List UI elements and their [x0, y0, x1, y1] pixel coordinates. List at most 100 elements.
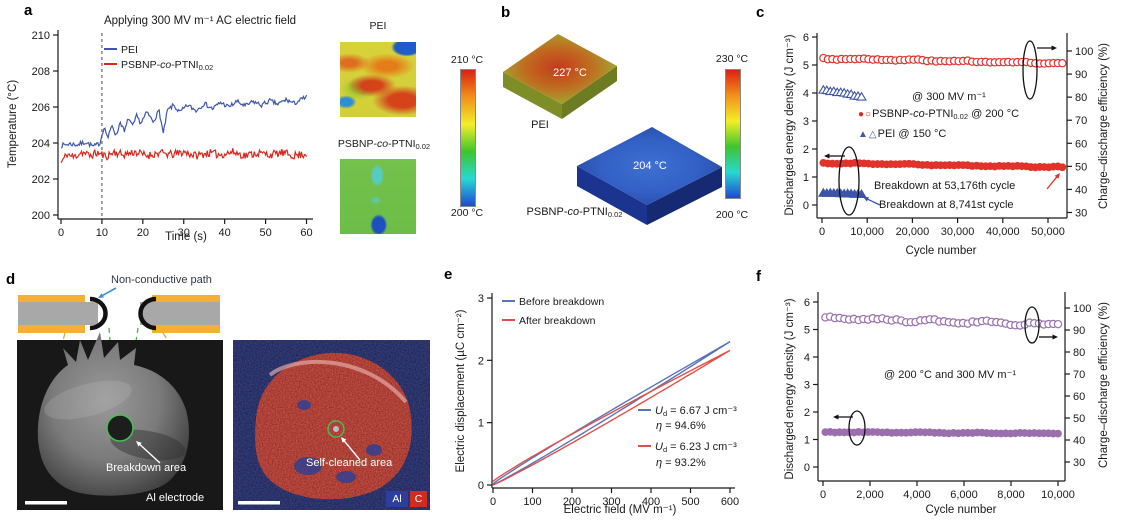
- panel-c-condition: @ 300 MV m⁻¹: [912, 91, 986, 103]
- al-electrode-label: Al electrode: [146, 492, 205, 504]
- svg-text:3: 3: [804, 380, 810, 392]
- panel-f-chart: 0 1 2 3 4 5 6 30 40 50 60 70 80 90 100 0 2,000 4,000 6,000…: [804, 292, 1091, 501]
- svg-text:1: 1: [478, 418, 484, 430]
- svg-text:20: 20: [137, 227, 149, 239]
- svg-text:6,000: 6,000: [950, 489, 978, 501]
- colorbar-a-bottom-label: 200 °C: [450, 207, 484, 219]
- svg-text:5: 5: [804, 325, 810, 337]
- legend-item-after: After breakdown: [502, 315, 604, 330]
- panel-letter-d: d: [6, 271, 16, 288]
- svg-text:2: 2: [804, 407, 810, 419]
- pei-slab-temp: 227 °C: [553, 67, 587, 79]
- svg-text:2,000: 2,000: [856, 489, 884, 501]
- svg-text:70: 70: [1073, 369, 1085, 381]
- breakdown-annotation-blue: Breakdown at 8,741st cycle: [879, 199, 1014, 211]
- panel-e-legend: Before breakdown After breakdown: [502, 296, 604, 330]
- before-line-swatch: [502, 299, 515, 303]
- panel-a-title: Applying 300 MV m⁻¹ AC electric field: [103, 15, 297, 27]
- eta-after-annotation: η = 93.2%: [656, 457, 706, 469]
- svg-text:0: 0: [819, 226, 825, 238]
- svg-text:3: 3: [478, 293, 484, 305]
- al-map-badge: Al: [386, 491, 408, 507]
- svg-text:30: 30: [178, 227, 190, 239]
- legend-label: PEI: [121, 44, 138, 56]
- thermal-image-pei: [340, 42, 416, 117]
- psbnp-slab-label: PSBNP-co-PTNI0.02: [526, 206, 623, 219]
- panel-letter-a: a: [24, 2, 33, 19]
- panel-e-ylabel: Electric displacement (µC cm⁻²): [455, 309, 467, 473]
- svg-text:4: 4: [804, 352, 810, 364]
- svg-text:4,000: 4,000: [903, 489, 931, 501]
- open-circle-marker: ○: [865, 109, 872, 120]
- svg-text:2: 2: [803, 144, 809, 156]
- svg-text:50,000: 50,000: [1031, 226, 1065, 238]
- svg-text:30: 30: [1073, 457, 1085, 469]
- svg-text:40,000: 40,000: [986, 226, 1020, 238]
- svg-text:30: 30: [1075, 208, 1087, 220]
- panel-letter-c: c: [756, 4, 765, 21]
- svg-text:8,000: 8,000: [997, 489, 1025, 501]
- svg-text:10,000: 10,000: [850, 226, 884, 238]
- svg-text:1: 1: [803, 172, 809, 184]
- psbnp-line-swatch: [104, 62, 117, 66]
- panel-e-xlabel: Electric field (MV m⁻¹): [563, 504, 677, 516]
- ud-after-annotation: Ud = 6.23 J cm⁻³: [638, 440, 737, 454]
- loop-After breakdown: [492, 349, 731, 486]
- self-cleaned-area-circle: [327, 420, 345, 438]
- chart-c: 0 1 2 3 4 5 6 30 40 50 60 70 80 90 100 0 10,000 20,000 30,…: [803, 32, 1093, 238]
- chart-f: 0 1 2 3 4 5 6 30 40 50 60 70 80 90 100 0 2,000 4,000 6,000…: [804, 292, 1091, 501]
- panel-a-xlabel: Time (s): [165, 231, 207, 243]
- panel-f-xlabel: Cycle number: [925, 504, 997, 516]
- panel-c-xlabel: Cycle number: [905, 245, 977, 257]
- svg-text:210: 210: [32, 30, 50, 42]
- panel-f-ylabel-left: Discharged energy density (J cm⁻³): [784, 298, 796, 480]
- svg-text:10,000: 10,000: [1041, 489, 1075, 501]
- before-dash: [638, 408, 651, 412]
- ud-before-annotation: Ud = 6.67 J cm⁻³: [638, 404, 737, 418]
- pei-line-swatch: [104, 47, 117, 51]
- svg-text:0: 0: [820, 489, 826, 501]
- svg-text:202: 202: [32, 174, 50, 186]
- panel-d-graphics: [17, 287, 430, 510]
- panel-letter-f: f: [756, 268, 761, 285]
- svg-text:90: 90: [1073, 325, 1085, 337]
- svg-text:50: 50: [1073, 413, 1085, 425]
- panel-a-legend: PEI PSBNP-co-PTNI0.02: [104, 44, 213, 74]
- svg-text:206: 206: [32, 102, 50, 114]
- panel-d-micrographs: [17, 287, 430, 510]
- colorbar-a-top-label: 210 °C: [450, 54, 484, 66]
- panel-letter-e: e: [444, 266, 453, 283]
- svg-text:100: 100: [1075, 46, 1093, 58]
- svg-text:60: 60: [300, 227, 312, 239]
- filled-circle-marker: ●: [858, 109, 865, 120]
- svg-text:50: 50: [259, 227, 271, 239]
- svg-text:300: 300: [602, 496, 620, 508]
- svg-text:4: 4: [803, 88, 809, 100]
- svg-text:30,000: 30,000: [941, 226, 975, 238]
- svg-text:100: 100: [1073, 303, 1091, 315]
- chart-e: 0 1 2 3 0 100 200 300 400 500 600: [478, 293, 739, 508]
- svg-text:6: 6: [803, 32, 809, 44]
- thermal-image-psbnp: [340, 159, 416, 234]
- panel-a-chart: 200 202 204 206 208 210 0 10 20 30 40 50 60: [32, 30, 313, 239]
- breakdown-area-circle: [106, 414, 134, 442]
- panel-f-condition: @ 200 °C and 300 MV m⁻¹: [884, 369, 1017, 381]
- panel-f-ylabel-right: Charge–discharge efficiency (%): [1098, 302, 1110, 468]
- eta-before-annotation: η = 94.6%: [656, 420, 706, 432]
- open-triangle-marker: △: [868, 129, 877, 140]
- svg-text:80: 80: [1073, 347, 1085, 359]
- thermal-pei-label: PEI: [369, 20, 387, 32]
- panel-letter-b: b: [501, 4, 511, 21]
- svg-text:5: 5: [803, 60, 809, 72]
- legend-label: PSBNP-: [121, 59, 161, 71]
- svg-text:200: 200: [563, 496, 581, 508]
- c-map-badge: C: [410, 491, 427, 507]
- svg-text:0: 0: [58, 227, 64, 239]
- svg-text:208: 208: [32, 66, 50, 78]
- series-PEI: [60, 94, 308, 149]
- svg-text:60: 60: [1073, 391, 1085, 403]
- colorbar-b: [725, 69, 741, 199]
- scale-bar-sem: [25, 501, 67, 505]
- svg-text:50: 50: [1075, 161, 1087, 173]
